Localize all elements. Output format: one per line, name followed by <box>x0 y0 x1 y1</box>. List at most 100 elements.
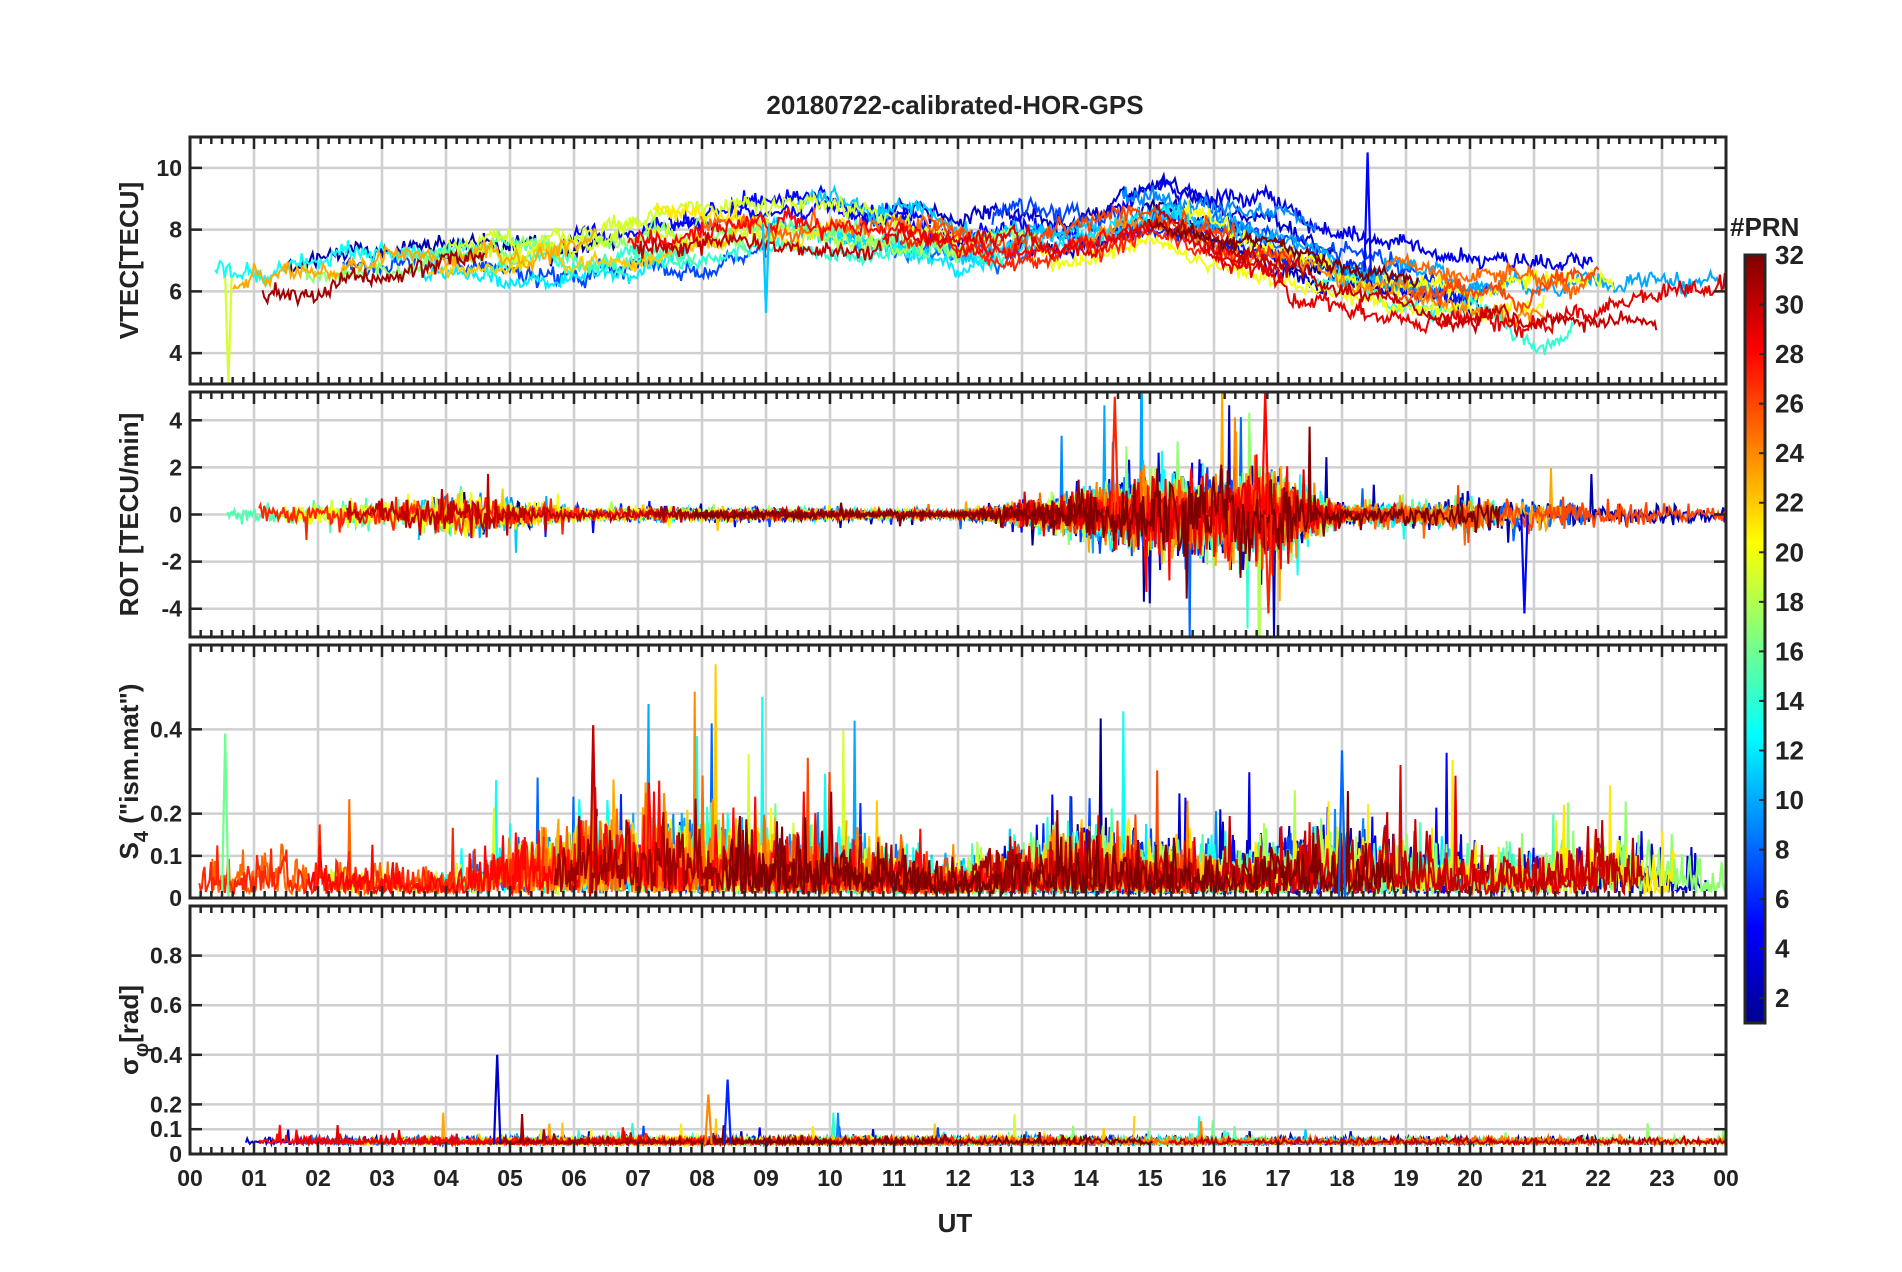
y-tick-label: 0.2 <box>150 801 182 827</box>
y-axis-label: VTEC[TECU] <box>114 182 144 339</box>
y-tick-label: 0.8 <box>150 943 182 969</box>
x-tick-label: 09 <box>753 1165 779 1191</box>
series-prn-12 <box>418 245 686 292</box>
y-tick-label: 0.2 <box>150 1091 182 1117</box>
y-tick-label: 0.1 <box>150 843 182 869</box>
y-tick-label: 0.4 <box>150 1042 182 1068</box>
spike-prn-28 <box>1260 392 1270 515</box>
data-S4 <box>198 664 1726 898</box>
series-prn-7 <box>991 195 1419 279</box>
x-tick-label: 01 <box>241 1165 267 1191</box>
y-axis-label-main: S <box>114 842 144 859</box>
y-tick-label: 0 <box>169 502 182 528</box>
x-tick-label: 15 <box>1137 1165 1163 1191</box>
series-prn-30 <box>1156 202 1658 336</box>
series-prn-30 <box>1168 1133 1726 1148</box>
x-tick-label: 12 <box>945 1165 971 1191</box>
colorbar-tick-label: 24 <box>1775 438 1804 468</box>
x-tick-label: 18 <box>1329 1165 1355 1191</box>
series-prn-25 <box>1384 252 1593 300</box>
y-tick-label: 0 <box>169 885 182 911</box>
y-tick-label: 0.1 <box>150 1116 182 1142</box>
spike-prn-19 <box>224 277 233 384</box>
series-prn-22 <box>426 225 740 279</box>
x-tick-label: 07 <box>625 1165 651 1191</box>
series-prn-31 <box>261 247 486 308</box>
x-tick-label: 05 <box>497 1165 523 1191</box>
y-axis-label: ROT [TECU/min] <box>114 413 144 617</box>
colorbar-tick-label: 26 <box>1775 389 1804 419</box>
x-tick-label: 21 <box>1521 1165 1547 1191</box>
colorbar-tick-label: 4 <box>1775 934 1790 964</box>
spike-prn-3 <box>492 1054 502 1145</box>
x-tick-label: 14 <box>1073 1165 1099 1191</box>
series-prn-32 <box>703 1125 1154 1148</box>
spike-prn-5 <box>1363 152 1372 272</box>
series-prn-19 <box>447 216 803 269</box>
colorbar-tick-label: 22 <box>1775 488 1804 518</box>
colorbar-title: #PRN <box>1730 212 1799 242</box>
panel-S4: 0 0.1 0.2 0.4 S4 ("ism.mat") <box>114 643 1728 911</box>
y-tick-label: 2 <box>169 454 182 480</box>
y-axis-label-sub: 4 <box>131 830 153 842</box>
colorbar-tick-label: 32 <box>1775 240 1804 270</box>
spike-prn-5 <box>1520 514 1529 614</box>
panel-ROT: -4 -2 0 2 4 ROT [TECU/min] <box>114 390 1728 639</box>
x-tick-label: 03 <box>369 1165 395 1191</box>
x-tick-label: 00 <box>1713 1165 1739 1191</box>
spike-prn-27 <box>1110 396 1120 515</box>
x-tick-label: 13 <box>1009 1165 1035 1191</box>
colorbar-tick-label: 10 <box>1775 785 1804 815</box>
colorbar-tick-label: 14 <box>1775 686 1804 716</box>
y-tick-label: 10 <box>156 155 182 181</box>
y-axis-label: σφ[rad] <box>114 985 153 1075</box>
colorbar-tick-label: 8 <box>1775 835 1789 865</box>
series-prn-17 <box>301 209 747 285</box>
x-tick-label: 00 <box>177 1165 203 1191</box>
colorbar-bar <box>1743 253 1767 1025</box>
x-tick-label: 06 <box>561 1165 587 1191</box>
series-prn-32 <box>1147 217 1419 289</box>
series-prn-23 <box>232 227 598 290</box>
y-tick-label: 0 <box>169 1141 182 1167</box>
spike-prn-6 <box>723 1079 732 1145</box>
x-tick-label: 17 <box>1265 1165 1291 1191</box>
series-prn-30 <box>635 231 882 261</box>
spike-prn-27 <box>1264 514 1273 614</box>
colorbar-tick-label: 12 <box>1775 735 1804 765</box>
x-tick-label: 04 <box>433 1165 459 1191</box>
colorbar-tick-label: 2 <box>1775 983 1789 1013</box>
y-tick-label: -2 <box>162 549 182 575</box>
y-axis-label-rest: ("ism.mat") <box>114 684 144 831</box>
colorbar-tick-label: 28 <box>1775 339 1804 369</box>
colorbar-tick-label: 30 <box>1775 290 1804 320</box>
x-tick-label: 20 <box>1457 1165 1483 1191</box>
y-axis-label-main: σ <box>114 1057 144 1075</box>
y-tick-label: 0.4 <box>150 716 182 742</box>
x-tick-label: 22 <box>1585 1165 1611 1191</box>
panel-VTEC: 4 6 8 10 VTEC[TECU] <box>114 135 1728 386</box>
series-prn-19 <box>476 190 963 255</box>
y-axis-label-sub: φ <box>131 1043 153 1057</box>
x-tick-label: 11 <box>882 1165 907 1191</box>
x-tick-label: 08 <box>689 1165 715 1191</box>
spike-prn-16 <box>220 733 230 898</box>
data-ROT <box>226 392 1726 637</box>
data-sigma_phi <box>244 1054 1726 1149</box>
series-prn-30 <box>991 812 1645 898</box>
series-prn-29 <box>882 218 1284 284</box>
y-tick-label: 0.6 <box>150 992 182 1018</box>
series-prn-31 <box>553 791 1021 897</box>
series-prn-32 <box>724 790 1395 897</box>
x-tick-label: 02 <box>305 1165 331 1191</box>
y-tick-label: 8 <box>169 217 182 243</box>
y-tick-label: 4 <box>169 407 182 433</box>
y-tick-label: 6 <box>169 278 182 304</box>
spike-prn-11 <box>761 223 771 314</box>
colorbar-tick-label: 16 <box>1775 636 1804 666</box>
spike-prn-8 <box>1337 750 1347 898</box>
colorbar-tick-label: 20 <box>1775 537 1804 567</box>
series-prn-26 <box>1395 265 1600 314</box>
